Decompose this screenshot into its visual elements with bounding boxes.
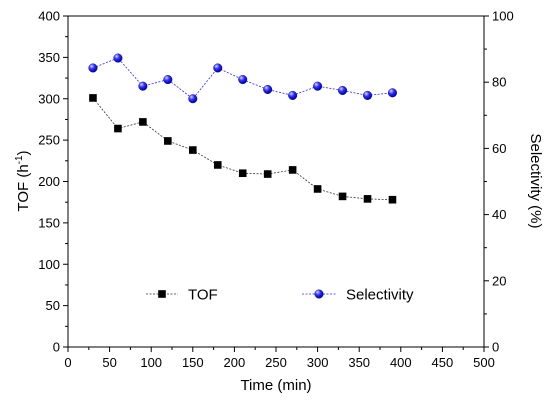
- tof-legend-marker: [158, 290, 166, 298]
- x-tick-label: 350: [348, 355, 370, 370]
- right-y-tick-label: 60: [492, 141, 506, 156]
- left-axis-title-end: ): [15, 150, 32, 155]
- left-y-tick-label: 250: [38, 133, 60, 148]
- selectivity-legend-marker: [314, 289, 324, 299]
- selectivity-point: [113, 53, 123, 63]
- tof-point: [338, 192, 347, 201]
- tof-point: [263, 170, 272, 178]
- selectivity-point: [288, 90, 298, 100]
- selectivity-point: [188, 94, 198, 104]
- left-axis-title-main: TOF (h: [15, 164, 32, 211]
- ticks-layer: 0 50 100 150 200 250 300 350 400 450 5000501001502…: [38, 9, 513, 371]
- selectivity-point: [263, 84, 273, 94]
- selectivity-point: [338, 85, 348, 95]
- selectivity-point: [238, 75, 248, 85]
- right-y-tick-label: 40: [492, 207, 506, 222]
- x-tick-label: 250: [265, 355, 287, 370]
- x-tick-label: 0: [64, 355, 71, 370]
- right-axis-title: Selectivity (%): [527, 133, 544, 228]
- selectivity-point: [363, 90, 373, 100]
- left-y-tick-label: 400: [38, 9, 60, 24]
- selectivity-point: [313, 81, 323, 91]
- left-y-tick-label: 200: [38, 174, 60, 189]
- left-y-tick-label: 0: [53, 340, 60, 355]
- right-y-tick-label: 80: [492, 75, 506, 90]
- selectivity-point: [163, 75, 173, 85]
- x-tick-label: 500: [473, 355, 495, 370]
- selectivity-point: [88, 63, 98, 73]
- selectivity-point: [387, 88, 397, 98]
- right-y-tick-label: 0: [492, 340, 499, 355]
- left-y-tick-label: 100: [38, 257, 60, 272]
- series-layer: [88, 53, 397, 204]
- tof-series-line: [92, 97, 393, 201]
- right-y-tick-label: 100: [492, 9, 514, 24]
- left-y-tick-label: 50: [46, 298, 60, 313]
- tof-point: [238, 169, 247, 178]
- selectivity-point: [213, 63, 223, 73]
- left-y-tick-label: 300: [38, 91, 60, 106]
- x-tick-label: 450: [432, 355, 454, 370]
- tof-point: [388, 195, 397, 204]
- right-y-tick-label: 20: [492, 273, 506, 288]
- tof-point: [288, 166, 297, 174]
- left-y-tick-label: 350: [38, 50, 60, 65]
- tof-point: [189, 146, 197, 154]
- x-axis-title: Time (min): [240, 377, 311, 394]
- tof-point: [139, 118, 147, 126]
- tof-point: [313, 185, 322, 193]
- left-axis-title-sup: -1: [14, 155, 25, 164]
- tof-point: [114, 124, 122, 133]
- x-tick-label: 400: [390, 355, 412, 370]
- x-tick-label: 300: [307, 355, 329, 370]
- selectivity-point: [138, 81, 148, 91]
- tof-legend-label: TOF: [188, 287, 218, 304]
- left-y-tick-label: 150: [38, 215, 60, 230]
- left-axis-title: TOF (h-1): [14, 150, 32, 211]
- tof-point: [363, 195, 372, 203]
- x-tick-label: 150: [182, 355, 204, 370]
- x-tick-label: 100: [140, 355, 162, 370]
- x-tick-label: 200: [224, 355, 246, 370]
- tof-point: [213, 161, 222, 169]
- x-tick-label: 50: [102, 355, 116, 370]
- plot-frame: [67, 15, 485, 348]
- legend: TOF Selectivity: [146, 287, 414, 304]
- tof-point: [164, 137, 172, 145]
- selectivity-legend-label: Selectivity: [346, 287, 414, 304]
- tof-point: [89, 94, 97, 102]
